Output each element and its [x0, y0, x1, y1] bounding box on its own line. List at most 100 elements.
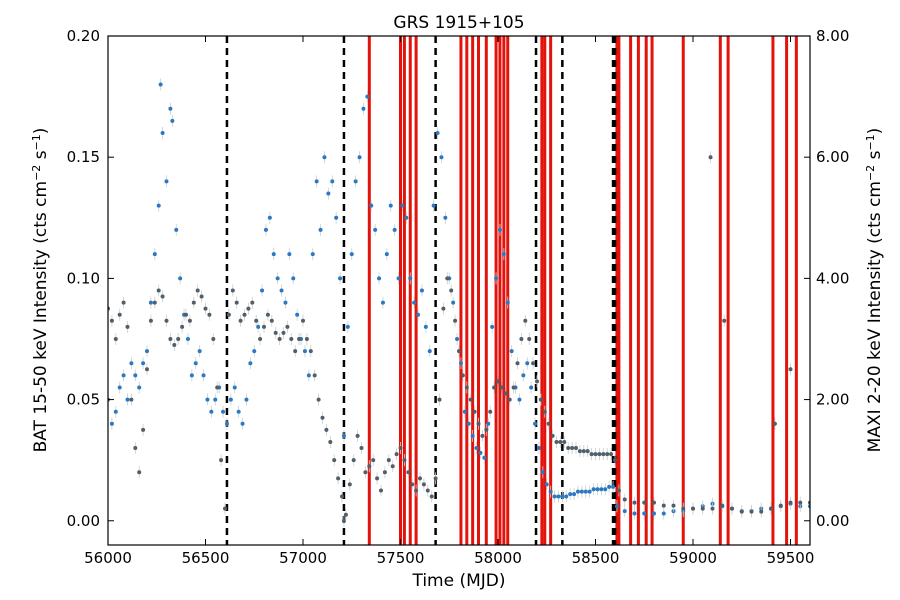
data-point: [572, 492, 577, 497]
data-point: [599, 487, 604, 492]
x-tick-label: 57500: [377, 549, 425, 567]
data-point: [390, 464, 395, 469]
data-point: [137, 470, 142, 475]
data-point: [129, 397, 134, 402]
data-point: [145, 349, 149, 354]
data-point: [499, 385, 504, 390]
plot-frame: [107, 35, 811, 546]
data-point: [414, 488, 419, 493]
x-tick-label: 56500: [182, 549, 230, 567]
data-point: [466, 421, 471, 426]
data-point: [566, 446, 571, 451]
data-point: [562, 439, 567, 444]
data-point: [482, 455, 487, 460]
data-point: [283, 300, 288, 305]
data-point: [486, 421, 491, 426]
data-point: [538, 397, 543, 402]
data-point: [316, 397, 321, 402]
data-point: [607, 484, 612, 489]
data-point: [418, 476, 422, 481]
data-point: [250, 300, 255, 305]
data-point: [451, 300, 456, 305]
data-point: [708, 155, 713, 160]
data-point: [145, 367, 149, 372]
data-point: [178, 276, 183, 281]
data-point: [691, 506, 695, 511]
data-point: [148, 318, 153, 323]
data-point: [141, 427, 146, 432]
data-point: [293, 349, 298, 354]
data-point: [129, 361, 134, 366]
data-point: [252, 349, 257, 354]
data-point: [540, 470, 545, 475]
data-point: [574, 446, 578, 451]
y-left-tick-label: 0.00: [67, 512, 100, 530]
data-point: [326, 191, 331, 196]
data-point: [219, 458, 224, 463]
data-point: [263, 227, 268, 232]
data-point: [334, 215, 339, 220]
data-point: [320, 415, 325, 420]
data-point: [521, 373, 526, 378]
data-point: [355, 433, 360, 438]
data-point: [536, 446, 541, 451]
data-point: [133, 373, 138, 378]
data-point: [642, 500, 647, 505]
data-point: [168, 106, 173, 111]
data-point: [419, 288, 424, 293]
data-point: [421, 482, 426, 487]
data-point: [529, 385, 534, 390]
data-point: [160, 130, 165, 135]
data-point: [289, 336, 294, 341]
data-point: [199, 294, 204, 299]
y-left-tick-label: 0.20: [67, 27, 100, 45]
data-point: [622, 497, 627, 502]
data-point: [517, 397, 522, 402]
data-point: [109, 421, 114, 426]
data-point: [384, 252, 389, 257]
data-point: [589, 452, 594, 457]
y-right-tick-label: 8.00: [816, 27, 849, 45]
x-tick-label: 58000: [474, 549, 522, 567]
data-point: [505, 300, 510, 305]
data-point: [203, 306, 208, 311]
data-point: [205, 397, 210, 402]
data-point: [361, 106, 366, 111]
x-axis-label: Time (MJD): [411, 571, 505, 591]
data-point: [240, 421, 245, 426]
data-point: [476, 421, 481, 426]
data-point: [462, 409, 467, 414]
data-point: [156, 203, 161, 208]
left-y-axis-label: BAT 15-50 keV Intensity (cts cm−2 s−1): [30, 128, 51, 453]
series-maxi: [108, 151, 810, 527]
data-point: [117, 385, 122, 390]
data-point: [556, 494, 561, 499]
data-point: [141, 361, 146, 366]
data-point: [371, 458, 376, 463]
data-point: [256, 324, 261, 329]
data-point: [652, 511, 656, 516]
data-point: [595, 487, 600, 492]
data-point: [359, 446, 364, 451]
x-tick-label: 58500: [572, 549, 620, 567]
data-point: [661, 503, 666, 508]
data-point: [427, 349, 432, 354]
data-point: [176, 336, 181, 341]
data-point: [583, 489, 588, 494]
x-tick-label: 59500: [767, 549, 815, 567]
data-point: [275, 276, 280, 281]
data-point: [739, 509, 744, 514]
data-point: [511, 385, 516, 390]
x-tick-label: 56000: [84, 549, 132, 567]
data-point: [133, 446, 138, 451]
data-point: [377, 276, 382, 281]
data-point: [363, 470, 368, 475]
data-point: [302, 349, 307, 354]
data-point: [700, 506, 705, 511]
data-point: [375, 476, 380, 481]
data-point: [164, 318, 169, 323]
data-point: [484, 427, 489, 432]
data-point: [472, 409, 477, 414]
data-point: [382, 470, 387, 475]
data-point: [345, 324, 350, 329]
